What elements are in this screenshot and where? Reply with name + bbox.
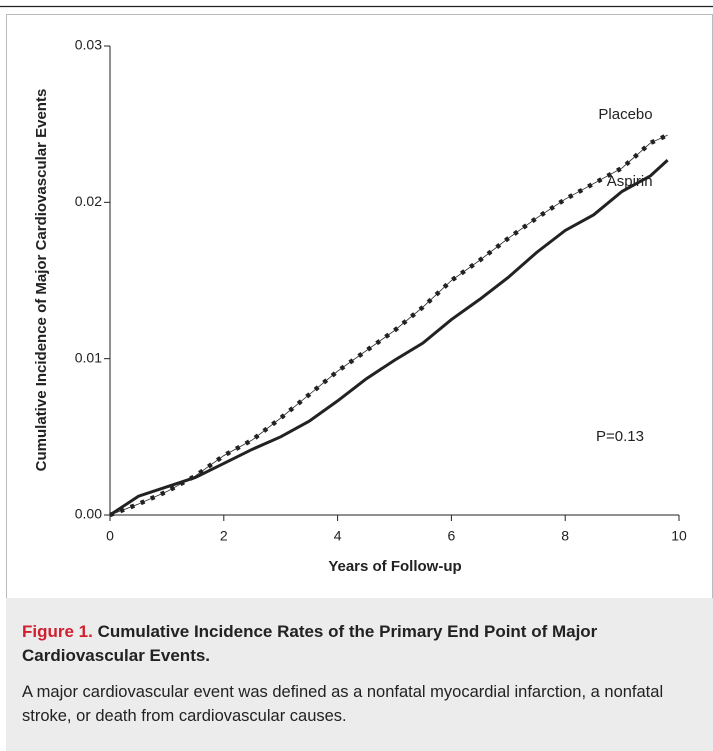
series-label: Placebo — [598, 106, 652, 123]
y-tick-label: 0.00 — [75, 506, 102, 522]
caption: Figure 1. Cumulative Incidence Rates of … — [6, 598, 713, 751]
y-tick-label: 0.03 — [75, 37, 102, 53]
series-line — [109, 159, 669, 517]
y-tick-label: 0.01 — [75, 349, 102, 365]
p-value: P=0.13 — [596, 428, 644, 445]
caption-heading: Figure 1. Cumulative Incidence Rates of … — [22, 620, 699, 668]
x-tick-label: 0 — [106, 528, 114, 544]
x-tick-label: 6 — [448, 528, 456, 544]
chart-frame — [6, 14, 713, 598]
chart: Cumulative Incidence of Major Cardiovasc… — [0, 5, 713, 598]
x-tick-label: 2 — [220, 528, 228, 544]
y-axis-label: Cumulative Incidence of Major Cardiovasc… — [33, 89, 50, 472]
figure-title: Cumulative Incidence Rates of the Primar… — [22, 622, 598, 665]
x-tick-label: 10 — [671, 528, 687, 544]
series-line — [109, 133, 669, 518]
y-tick-label: 0.02 — [75, 193, 102, 209]
figure-label: Figure 1. — [22, 622, 93, 641]
x-axis-label: Years of Follow-up — [328, 558, 461, 575]
caption-text: A major cardiovascular event was defined… — [22, 683, 664, 725]
series-label: Aspirin — [607, 173, 653, 190]
x-tick-label: 8 — [561, 528, 569, 544]
x-tick-label: 4 — [334, 528, 342, 544]
